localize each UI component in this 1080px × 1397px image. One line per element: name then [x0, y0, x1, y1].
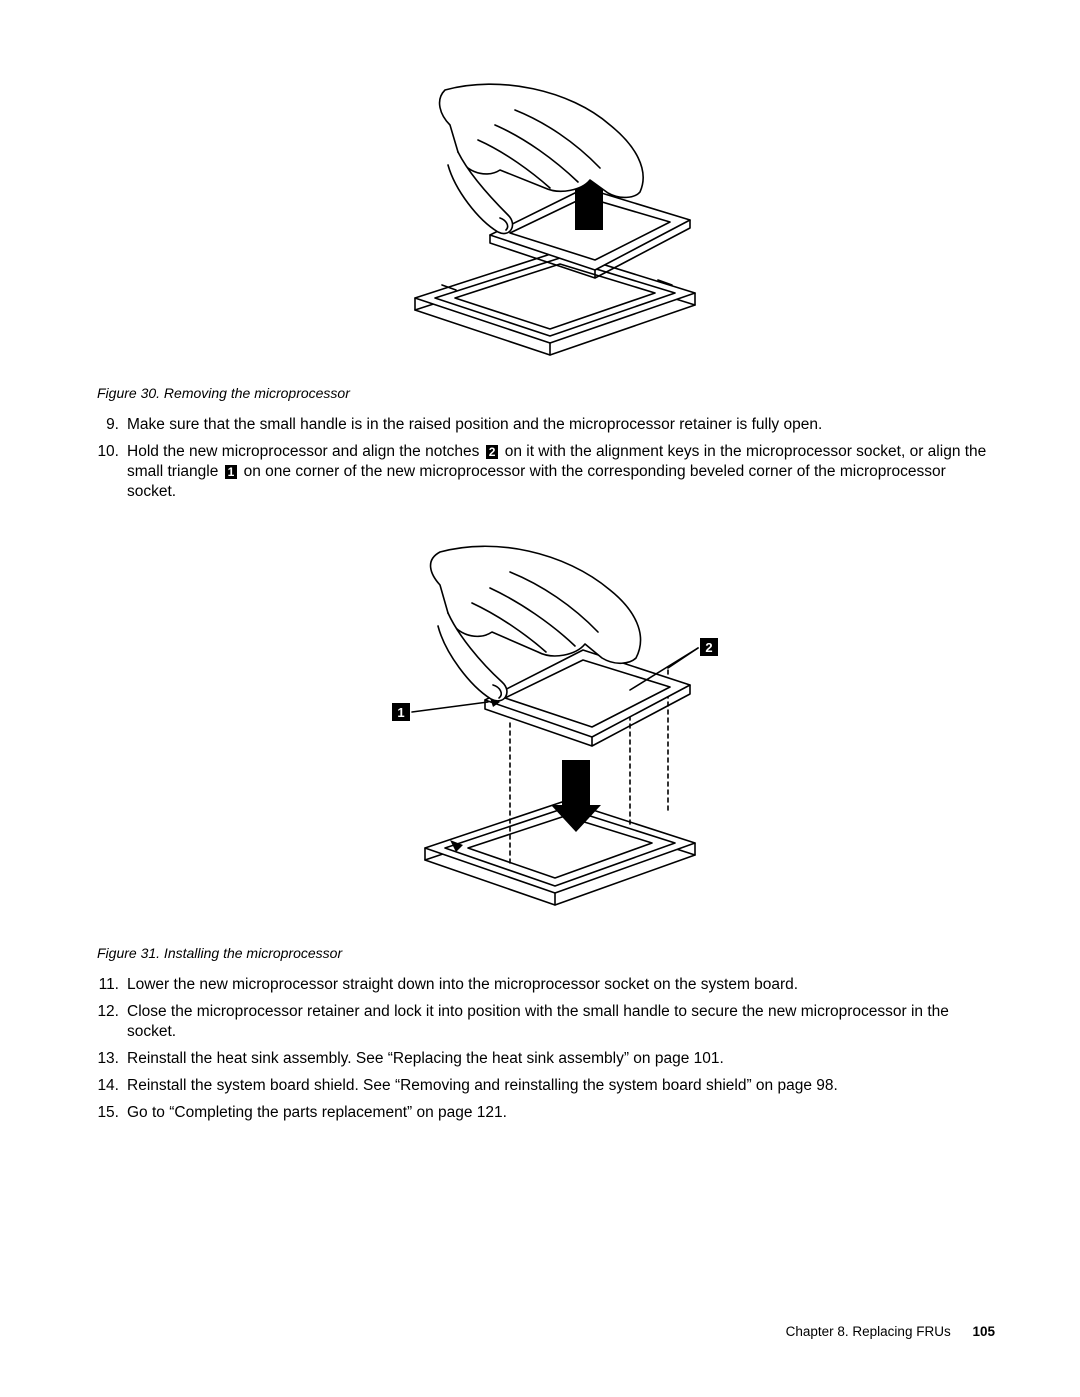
- instruction-list-a: 9. Make sure that the small handle is in…: [85, 415, 995, 503]
- step-14-number: 14.: [85, 1076, 127, 1096]
- step-12-text: Close the microprocessor retainer and lo…: [127, 1002, 995, 1042]
- instruction-list-b: 11. Lower the new microprocessor straigh…: [85, 975, 995, 1124]
- step-11: 11. Lower the new microprocessor straigh…: [85, 975, 995, 995]
- figure-31-callout-2: 2: [705, 640, 712, 655]
- step-9: 9. Make sure that the small handle is in…: [85, 415, 995, 435]
- step-14: 14. Reinstall the system board shield. S…: [85, 1076, 995, 1096]
- figure-31-callout-1: 1: [397, 705, 404, 720]
- step-12-number: 12.: [85, 1002, 127, 1042]
- page-footer: Chapter 8. Replacing FRUs 105: [786, 1324, 995, 1339]
- figure-31-caption: Figure 31. Installing the microprocessor: [97, 945, 995, 961]
- step-13: 13. Reinstall the heat sink assembly. Se…: [85, 1049, 995, 1069]
- step-10-number: 10.: [85, 442, 127, 502]
- step-12: 12. Close the microprocessor retainer an…: [85, 1002, 995, 1042]
- step-10-text: Hold the new microprocessor and align th…: [127, 442, 995, 502]
- step-10-text-post: on one corner of the new microprocessor …: [127, 463, 946, 500]
- step-11-number: 11.: [85, 975, 127, 995]
- step-15-text: Go to “Completing the parts replacement”…: [127, 1103, 995, 1123]
- step-13-text: Reinstall the heat sink assembly. See “R…: [127, 1049, 995, 1069]
- step-13-number: 13.: [85, 1049, 127, 1069]
- figure-30-illustration: [350, 80, 730, 360]
- step-14-text: Reinstall the system board shield. See “…: [127, 1076, 995, 1096]
- figure-30-caption: Figure 30. Removing the microprocessor: [97, 385, 995, 401]
- step-9-text: Make sure that the small handle is in th…: [127, 415, 995, 435]
- callout-1-inline: 1: [225, 465, 238, 479]
- callout-2-inline: 2: [486, 445, 499, 459]
- figure-31: 1 2: [85, 540, 995, 925]
- step-10-text-pre: Hold the new microprocessor and align th…: [127, 443, 484, 460]
- step-10: 10. Hold the new microprocessor and alig…: [85, 442, 995, 502]
- footer-page-number: 105: [972, 1324, 995, 1339]
- figure-31-illustration: 1 2: [330, 540, 750, 920]
- footer-chapter: Chapter 8. Replacing FRUs: [786, 1324, 951, 1339]
- figure-30: [85, 80, 995, 365]
- step-11-text: Lower the new microprocessor straight do…: [127, 975, 995, 995]
- step-9-number: 9.: [85, 415, 127, 435]
- step-15-number: 15.: [85, 1103, 127, 1123]
- step-15: 15. Go to “Completing the parts replacem…: [85, 1103, 995, 1123]
